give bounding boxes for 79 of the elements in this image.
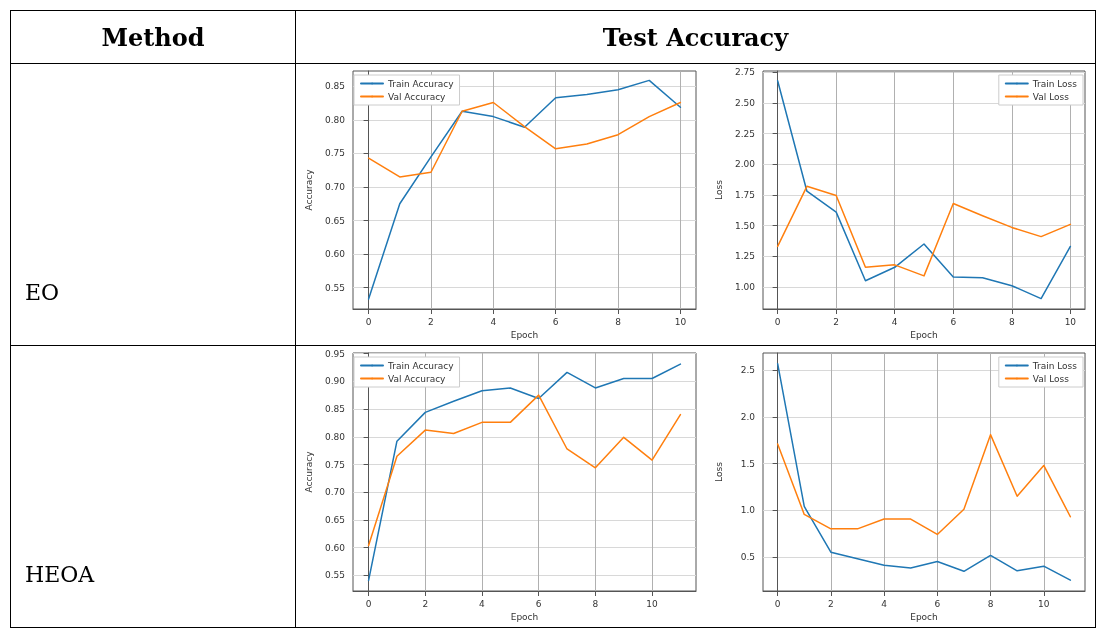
x-tick-label: 0 <box>774 598 781 608</box>
y-tick-label: 0.75 <box>324 459 345 470</box>
line-series <box>776 185 1072 277</box>
legend-label: Train Loss <box>1031 78 1078 88</box>
y-tick-label: 2.75 <box>734 66 755 77</box>
y-tick-label: 0.65 <box>324 215 345 225</box>
line-series <box>367 79 682 300</box>
text: Method <box>10 10 296 64</box>
x-tick-label: 10 <box>1038 598 1050 608</box>
y-tick-label: 1.5 <box>740 458 755 469</box>
x-tick-label: 6 <box>950 316 957 326</box>
y-tick-label: 2.00 <box>734 158 756 169</box>
x-tick-label: 2 <box>428 316 434 326</box>
legend-label: Val Accuracy <box>388 91 447 101</box>
text: EO <box>10 63 296 346</box>
text: Test Accuracy <box>295 10 1096 64</box>
y-tick-label: 2.0 <box>740 411 756 422</box>
y-tick-label: 1.75 <box>734 189 755 200</box>
y-tick-label: 1.50 <box>734 220 756 231</box>
line-series <box>367 393 682 546</box>
x-tick-label: 10 <box>1064 316 1077 326</box>
y-axis-title: Loss <box>713 461 724 482</box>
x-tick-label: 2 <box>422 598 429 608</box>
x-tick-label: 6 <box>934 598 941 608</box>
x-tick-label: 8 <box>592 598 599 608</box>
x-tick-label: 6 <box>535 598 542 608</box>
x-axis-title: Epoch <box>510 611 539 622</box>
y-tick-label: 0.85 <box>324 80 345 91</box>
legend-label: Val Accuracy <box>388 373 447 383</box>
line-series <box>776 433 1072 535</box>
x-tick-label: 2 <box>833 316 840 326</box>
y-axis-title: Accuracy <box>303 450 314 493</box>
line-series <box>367 362 682 581</box>
y-tick-label: 2.25 <box>734 128 755 139</box>
y-tick-label: 0.70 <box>324 181 346 192</box>
x-tick-label: 0 <box>365 598 372 608</box>
text: HEOA <box>10 345 296 628</box>
y-tick-label: 0.90 <box>324 375 346 386</box>
x-tick-label: 4 <box>490 316 497 326</box>
y-tick-label: 0.55 <box>324 569 345 580</box>
x-tick-label: 10 <box>674 316 687 326</box>
y-axis-title: Loss <box>713 179 724 200</box>
legend-label: Train Accuracy <box>387 78 455 88</box>
y-tick-label: 0.80 <box>324 431 346 442</box>
x-tick-label: 6 <box>552 316 559 326</box>
y-tick-label: 0.70 <box>324 486 346 497</box>
x-tick-label: 4 <box>881 598 888 608</box>
y-tick-label: 2.5 <box>740 364 755 375</box>
y-tick-label: 2.50 <box>734 97 756 108</box>
y-tick-label: 0.80 <box>324 114 346 125</box>
y-tick-label: 0.60 <box>324 248 346 259</box>
y-tick-label: 0.75 <box>324 147 345 158</box>
y-tick-label: 0.65 <box>324 514 345 525</box>
x-tick-label: 0 <box>774 316 781 326</box>
y-tick-label: 0.55 <box>324 282 345 293</box>
legend-label: Val Loss <box>1032 91 1070 101</box>
y-tick-label: 1.00 <box>734 281 756 292</box>
x-tick-label: 0 <box>365 316 372 326</box>
legend-label: Train Loss <box>1031 360 1078 370</box>
y-tick-label: 0.60 <box>324 542 346 553</box>
y-tick-label: 0.85 <box>324 403 345 414</box>
y-axis-title: Accuracy <box>303 168 314 211</box>
x-axis-title: Epoch <box>910 329 938 340</box>
x-tick-label: 4 <box>891 316 898 326</box>
x-tick-label: 8 <box>1008 316 1015 326</box>
y-tick-label: 1.0 <box>740 504 756 515</box>
x-axis-title: Epoch <box>910 611 938 622</box>
x-axis-title: Epoch <box>510 329 539 340</box>
y-tick-label: 0.95 <box>324 348 345 359</box>
legend-label: Train Accuracy <box>387 360 455 370</box>
y-tick-label: 0.5 <box>740 551 755 562</box>
x-tick-label: 10 <box>646 598 659 608</box>
legend-label: Val Loss <box>1032 373 1070 383</box>
x-tick-label: 4 <box>479 598 486 608</box>
y-tick-label: 1.25 <box>734 250 755 261</box>
x-tick-label: 2 <box>827 598 834 608</box>
x-tick-label: 8 <box>615 316 622 326</box>
line-series <box>367 101 682 178</box>
x-tick-label: 8 <box>987 598 994 608</box>
